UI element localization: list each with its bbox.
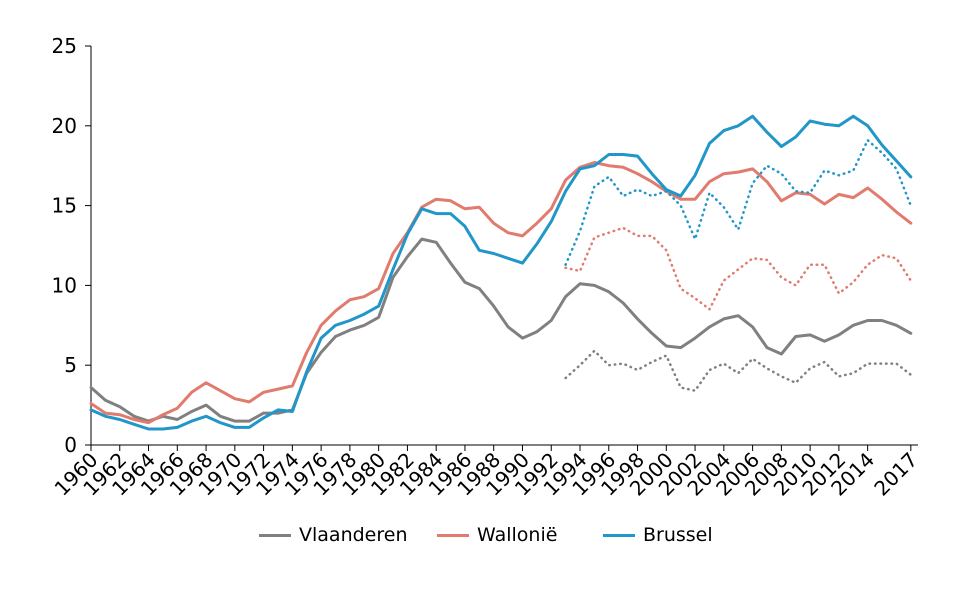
legend-item-wallonie: Wallonië	[437, 524, 557, 546]
x-ticks: 1960196219641966196819701972197419761978…	[50, 445, 922, 501]
y-tick-label: 0	[64, 433, 77, 457]
y-tick-label: 5	[64, 353, 77, 377]
series-line-wallonie-dotted	[564, 226, 913, 311]
legend-swatch-wallonie	[437, 533, 469, 537]
series-line-brussel-dotted	[564, 138, 913, 266]
y-ticks: 0 5 10 15 20 25	[52, 34, 91, 457]
y-tick-label: 25	[52, 34, 77, 58]
chart-axes	[90, 46, 918, 446]
series-line-wallonie	[89, 161, 913, 425]
legend-item-brussel: Brussel	[603, 524, 713, 546]
legend-label-brussel: Brussel	[643, 524, 713, 546]
legend-swatch-brussel	[603, 533, 635, 537]
legend: Vlaanderen Wallonië Brussel	[0, 524, 960, 564]
legend-item-vlaanderen: Vlaanderen	[259, 524, 407, 546]
x-tick-label: 2017	[869, 448, 922, 501]
y-tick-label: 10	[52, 273, 77, 297]
legend-label-vlaanderen: Vlaanderen	[299, 524, 408, 546]
y-tick-label: 15	[52, 194, 77, 218]
y-tick-label: 20	[52, 114, 77, 138]
series-lines	[89, 114, 913, 431]
line-chart: 0 5 10 15 20 25 19601962196419661968197019721…	[50, 34, 923, 501]
series-line-brussel	[89, 114, 913, 431]
legend-swatch-vlaanderen	[259, 533, 291, 537]
series-line-vlaanderen-dotted	[564, 349, 913, 392]
series-line-vlaanderen	[89, 237, 913, 423]
legend-label-wallonie: Wallonië	[477, 524, 558, 546]
